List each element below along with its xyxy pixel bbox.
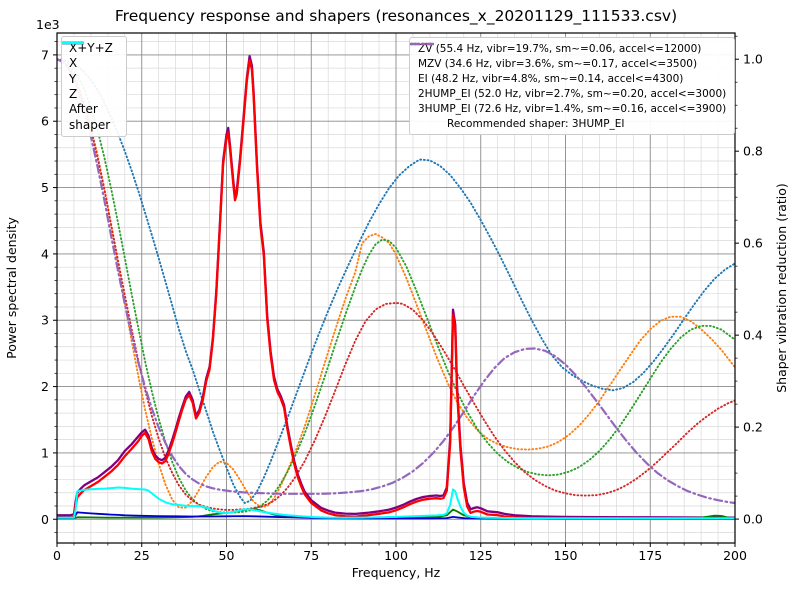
x-axis-label: Frequency, Hz: [352, 565, 441, 580]
legend-line-swatch-3hump-ei: [410, 42, 434, 46]
series-x-line: [57, 59, 735, 520]
y-left-tick-label: 1: [41, 445, 49, 460]
y-left-axis-label: Power spectral density: [4, 217, 19, 359]
legend-item-mzv: MZV (34.6 Hz, vibr=3.6%, sm~=0.17, accel…: [410, 42, 726, 72]
legend-line-swatch-after-shaper: [62, 41, 84, 45]
legend-item-z: Z: [62, 41, 119, 102]
legend-label: Y: [69, 71, 77, 86]
legend-label: 3HUMP_EI (72.6 Hz, vibr=1.4%, sm~=0.16, …: [418, 102, 727, 115]
legend-label: ZV (55.4 Hz, vibr=19.7%, sm~=0.06, accel…: [418, 43, 702, 55]
x-tick-label: 200: [723, 548, 747, 563]
recommended-shaper-note: Recommended shaper: 3HUMP_EI: [447, 117, 625, 130]
legend-note-row: Recommended shaper: 3HUMP_EI: [418, 117, 726, 132]
axis-tick-labels: 0 25 50 75 100 125 150 175 200 0 1 2 3 4 5 6 7 0.0 0.2 0.4 0…: [41, 47, 763, 563]
y-right-tick-label: 0.4: [743, 328, 763, 343]
x-tick-label: 175: [638, 548, 662, 563]
x-tick-label: 25: [134, 548, 150, 563]
x-tick-label: 100: [384, 548, 408, 563]
legend-item-y: Y: [62, 41, 119, 87]
y-left-tick-label: 6: [41, 114, 49, 129]
legend-item-after-shaper: After shaper: [62, 41, 119, 133]
x-tick-label: 125: [469, 548, 493, 563]
y-left-tick-label: 3: [41, 313, 49, 328]
y-right-tick-label: 1.0: [743, 52, 763, 67]
y-left-tick-label: 2: [41, 379, 49, 394]
grid-minor: [57, 33, 735, 543]
y-right-tick-label: 0.8: [743, 144, 763, 159]
legend-item-ei: EI (48.2 Hz, vibr=4.8%, sm~=0.14, accel<…: [410, 42, 726, 87]
legend-label: After shaper: [69, 102, 111, 132]
legend-psd: X+Y+Z X Y Z After shaper: [61, 36, 127, 138]
plot-series: [57, 55, 735, 520]
legend-label: MZV (34.6 Hz, vibr=3.6%, sm~=0.17, accel…: [418, 57, 698, 70]
chart-title: Frequency response and shapers (resonanc…: [115, 7, 677, 26]
x-tick-label: 50: [219, 548, 235, 563]
y-left-offset-text: 1e3: [36, 17, 60, 32]
legend-item-zv: ZV (55.4 Hz, vibr=19.7%, sm~=0.06, accel…: [410, 42, 726, 57]
y-right-tick-label: 0.6: [743, 236, 763, 251]
y-left-tick-label: 5: [41, 180, 49, 195]
series-3hump-ei-line: [57, 58, 735, 505]
series-after-shaper-line: [57, 486, 735, 520]
series-mzv-line: [57, 58, 735, 509]
x-tick-label: 0: [53, 548, 61, 563]
legend-item-x: X: [62, 41, 119, 71]
series-z-line: [57, 511, 735, 520]
legend-label: Z: [69, 87, 78, 102]
y-left-tick-label: 7: [41, 47, 49, 62]
y-left-tick-label: 0: [41, 512, 49, 527]
legend-label: X: [69, 56, 78, 71]
x-tick-label: 150: [554, 548, 578, 563]
x-tick-label: 75: [303, 548, 319, 563]
legend-label: EI (48.2 Hz, vibr=4.8%, sm~=0.14, accel<…: [418, 72, 684, 85]
y-right-tick-label: 0.2: [743, 420, 763, 435]
y-right-axis-label: Shaper vibration reduction (ratio): [774, 183, 789, 393]
series-ei-line: [57, 58, 735, 514]
y-right-tick-label: 0.0: [743, 512, 763, 527]
legend-label: X+Y+Z: [69, 41, 113, 55]
legend-label: 2HUMP_EI (52.0 Hz, vibr=2.7%, sm~=0.20, …: [418, 87, 727, 100]
legend-item-2hump-ei: 2HUMP_EI (52.0 Hz, vibr=2.7%, sm~=0.20, …: [410, 42, 727, 102]
series-zv-line: [57, 58, 735, 504]
y-left-tick-label: 4: [41, 246, 49, 261]
axis-ticks: [53, 35, 739, 547]
legend-shapers: ZV (55.4 Hz, vibr=19.7%, sm~=0.06, accel…: [409, 37, 736, 136]
legend-item-3hump-ei: 3HUMP_EI (72.6 Hz, vibr=1.4%, sm~=0.16, …: [410, 42, 727, 117]
